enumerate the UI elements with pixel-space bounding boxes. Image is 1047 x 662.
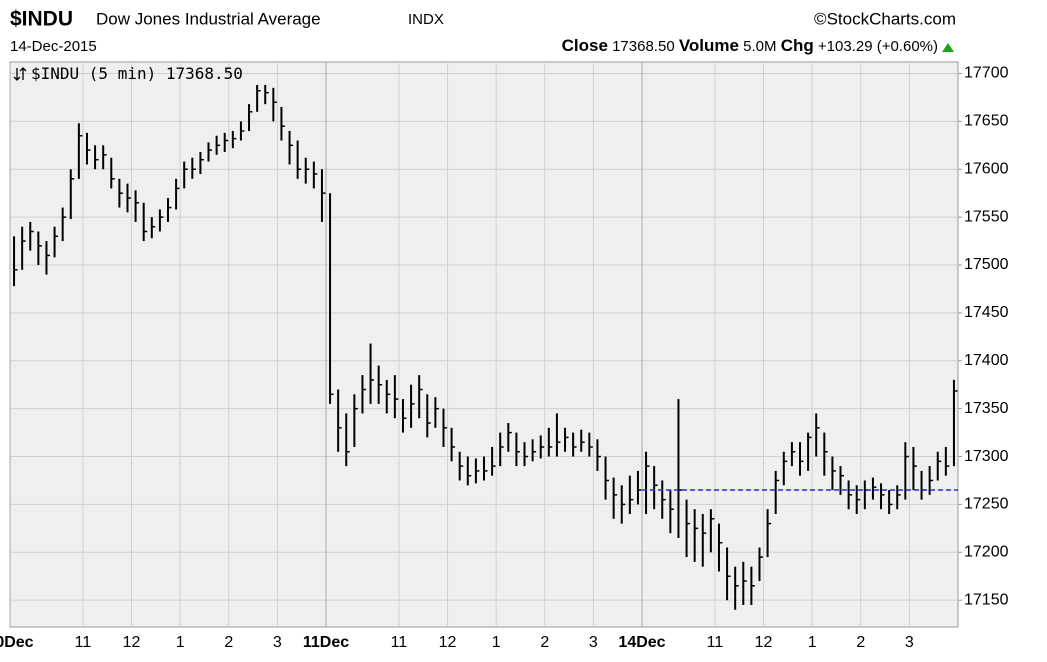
up-arrow xyxy=(942,43,954,52)
close-value: 17368.50 xyxy=(612,38,675,55)
y-tick-label: 17450 xyxy=(964,304,1009,321)
legend-name: $INDU (5 min) xyxy=(31,64,156,83)
x-tick-label: 12 xyxy=(123,634,141,651)
legend-value: 17368.50 xyxy=(166,64,243,83)
x-tick-label: 12 xyxy=(755,634,773,651)
exchange: INDX xyxy=(408,11,444,28)
grid xyxy=(9,62,962,627)
legend-icon xyxy=(13,67,27,81)
x-tick-label: 2 xyxy=(224,634,233,651)
x-tick-label: 11Dec xyxy=(303,634,349,651)
x-tick-label: 3 xyxy=(589,634,598,651)
x-tick-label: 2 xyxy=(540,634,549,651)
x-tick-label: 2 xyxy=(856,634,865,651)
date: 14-Dec-2015 xyxy=(10,38,97,55)
x-tick-label: 11 xyxy=(75,634,92,651)
y-tick-label: 17400 xyxy=(964,352,1009,369)
y-tick-label: 17350 xyxy=(964,400,1009,417)
y-tick-label: 17700 xyxy=(964,65,1009,82)
instrument-name: Dow Jones Industrial Average xyxy=(96,9,321,28)
chg-value: +103.29 (+0.60%) xyxy=(818,38,938,55)
marks xyxy=(13,84,958,610)
legend: $INDU (5 min) 17368.50 xyxy=(31,64,243,83)
volume-value: 5.0M xyxy=(743,38,776,55)
y-tick-label: 17250 xyxy=(964,496,1009,513)
y-tick-label: 17650 xyxy=(964,113,1009,130)
y-tick-label: 17300 xyxy=(964,448,1009,465)
x-tick-label: 12 xyxy=(439,634,457,651)
chg-label: Chg xyxy=(781,36,814,55)
x-tick-label: 14Dec xyxy=(618,634,665,651)
volume-label: Volume xyxy=(679,36,739,55)
y-tick-label: 17600 xyxy=(964,160,1009,177)
x-tick-label: 1 xyxy=(492,634,501,651)
close-label: Close xyxy=(562,36,608,55)
source: ©StockCharts.com xyxy=(814,9,956,28)
x-tick-label: 10Dec xyxy=(0,634,34,651)
x-tick-label: 11 xyxy=(707,634,724,651)
y-tick-label: 17200 xyxy=(964,544,1009,561)
x-tick-label: 11 xyxy=(391,634,408,651)
quote-line: Close 17368.50 Volume 5.0M Chg +103.29 (… xyxy=(562,36,938,55)
plot-area xyxy=(9,61,959,628)
y-tick-label: 17150 xyxy=(964,591,1009,608)
symbol: $INDU xyxy=(10,8,73,31)
x-tick-label: 3 xyxy=(273,634,282,651)
x-tick-label: 1 xyxy=(808,634,817,651)
y-tick-label: 17550 xyxy=(964,208,1009,225)
y-tick-label: 17500 xyxy=(964,256,1009,273)
x-tick-label: 1 xyxy=(176,634,185,651)
x-tick-label: 3 xyxy=(905,634,914,651)
